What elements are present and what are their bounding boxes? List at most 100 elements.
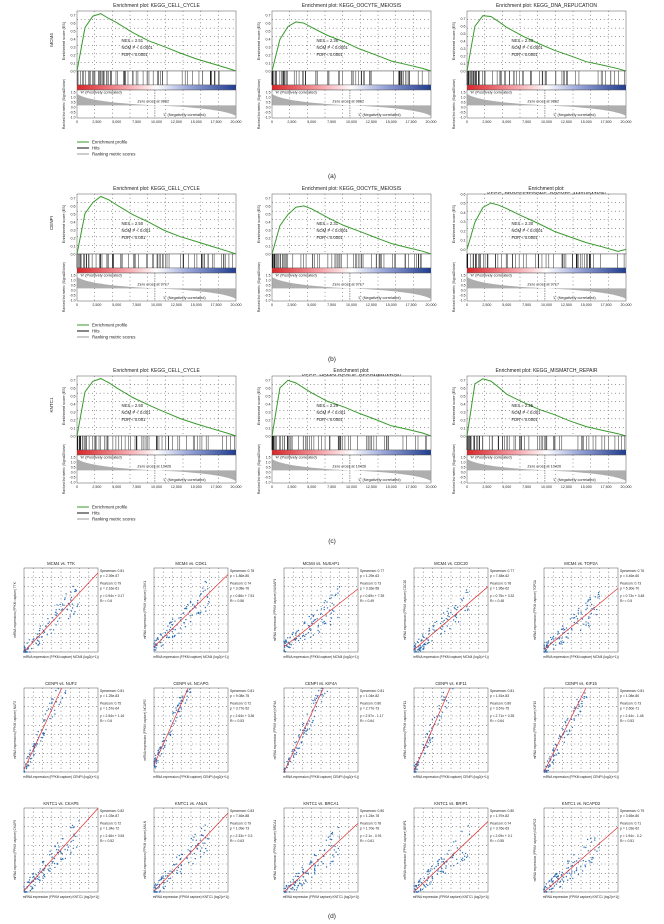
scatter-point	[451, 856, 454, 858]
scatter-point	[51, 698, 53, 700]
scatter-point	[47, 618, 49, 620]
scatter-point	[446, 625, 448, 627]
es-tick-label: 0.3	[461, 47, 466, 51]
es-tick-label: 0.0	[266, 253, 271, 257]
scatter-point	[55, 624, 57, 626]
scatter-point	[331, 594, 333, 596]
scatter-point	[445, 700, 448, 702]
scatter-stat: p = 1.95e-62	[490, 587, 509, 591]
es-tick-label: 0.7	[266, 379, 271, 383]
scatter-point	[311, 622, 313, 624]
scatter-point	[286, 766, 288, 769]
scatter-point	[204, 606, 207, 609]
x-tick-label: 5,000	[307, 120, 316, 124]
scatter-point	[576, 622, 578, 624]
scatter-title: KNTC1 vs. NCAPD2	[562, 801, 601, 806]
legend-enrichment-label: Enrichment profile	[92, 323, 128, 328]
scatter-point	[56, 604, 58, 606]
x-tick-label: 0	[271, 120, 273, 124]
scatter-point	[47, 622, 49, 625]
scatter-point	[181, 853, 184, 856]
scatter-point	[425, 744, 427, 747]
scatter-point	[305, 730, 307, 732]
scatter-point	[173, 723, 175, 725]
scatter-point	[153, 760, 155, 763]
scatter-point	[326, 601, 328, 603]
scatter-stat: Pearson: 0.79	[100, 581, 121, 585]
scatter-point	[190, 837, 193, 840]
scatter-point	[429, 724, 431, 726]
scatter-point	[573, 871, 576, 873]
scatter-point	[180, 616, 182, 619]
scatter-point	[443, 858, 445, 860]
scatter-point	[585, 624, 587, 626]
scatter-point	[174, 634, 176, 637]
legend-enrichment-label: Enrichment profile	[92, 505, 128, 510]
scatter-point	[41, 871, 43, 874]
scatter-point	[153, 891, 155, 893]
scatter-point	[207, 603, 209, 605]
scatter-point	[324, 600, 326, 602]
scatter-point	[73, 826, 75, 828]
rank-tick-label: 0.0	[461, 471, 466, 475]
scatter-stat: Spearman: 0.81	[100, 569, 124, 573]
scatter-point	[569, 730, 571, 732]
scatter-point	[74, 588, 77, 591]
x-tick-label: 10,000	[151, 303, 162, 307]
scatter-point	[333, 856, 335, 858]
scatter-point	[440, 633, 442, 635]
scatter-point	[437, 864, 439, 866]
scatter-point	[310, 724, 312, 726]
scatter-point	[573, 613, 575, 616]
scatter-xlabel: mRNA expression (FPKM capture) KNTC1 (lo…	[413, 895, 490, 899]
scatter-stat: p = 4.46e-60	[620, 574, 639, 578]
scatter-point	[174, 712, 176, 714]
scatter-point	[581, 700, 583, 703]
scatter-point	[588, 599, 590, 601]
scatter-point	[286, 760, 288, 763]
scatter-point	[178, 696, 181, 699]
scatter-point	[320, 690, 322, 692]
scatter-point	[544, 650, 547, 652]
scatter-point	[154, 891, 156, 893]
scatter-point	[332, 854, 334, 856]
scatter-point	[427, 639, 429, 641]
scatter-stat: Pearson: 0.78	[360, 821, 381, 825]
positive-label: 'H' (Positively correlated)	[470, 456, 512, 460]
scatter-point	[566, 730, 568, 732]
scatter-point	[453, 841, 455, 843]
scatter-stat: y = 2.09x + 0.1	[490, 834, 513, 838]
scatter-point	[424, 753, 426, 755]
scatter-point	[175, 709, 178, 711]
scatter-point	[294, 875, 297, 877]
scatter-point	[29, 749, 31, 751]
scatter-point	[170, 720, 172, 722]
scatter-point	[159, 755, 161, 757]
rank-color-bar	[76, 267, 237, 274]
negative-label: 'L' (Negatively correlated)	[358, 296, 402, 300]
rank-tick-label: 0.5	[461, 101, 466, 105]
scatter-point	[54, 845, 57, 847]
scatter-point	[415, 643, 417, 645]
scatter-point	[184, 626, 186, 628]
x-tick-label: 5,000	[307, 303, 316, 307]
scatter-point	[205, 847, 207, 850]
scatter-point	[577, 873, 580, 876]
scatter-point	[159, 641, 162, 643]
scatter-point	[456, 609, 458, 611]
scatter-point	[297, 875, 300, 878]
scatter-point	[567, 718, 569, 720]
x-tick-label: 17,500	[211, 120, 222, 124]
scatter-point	[331, 609, 334, 611]
es-tick-label: 0.1	[461, 62, 466, 66]
scatter-point	[173, 864, 175, 866]
scatter-point	[415, 884, 417, 887]
scatter-point	[189, 600, 192, 603]
scatter-point	[329, 862, 331, 865]
scatter-stat: R² = 0.56	[230, 599, 244, 603]
rank-tick-label: 0.5	[266, 284, 271, 288]
enrichment-line	[76, 13, 237, 72]
scatter-stat: Pearson: 0.78	[490, 581, 511, 585]
scatter-point	[71, 607, 74, 609]
scatter-point	[295, 741, 298, 743]
